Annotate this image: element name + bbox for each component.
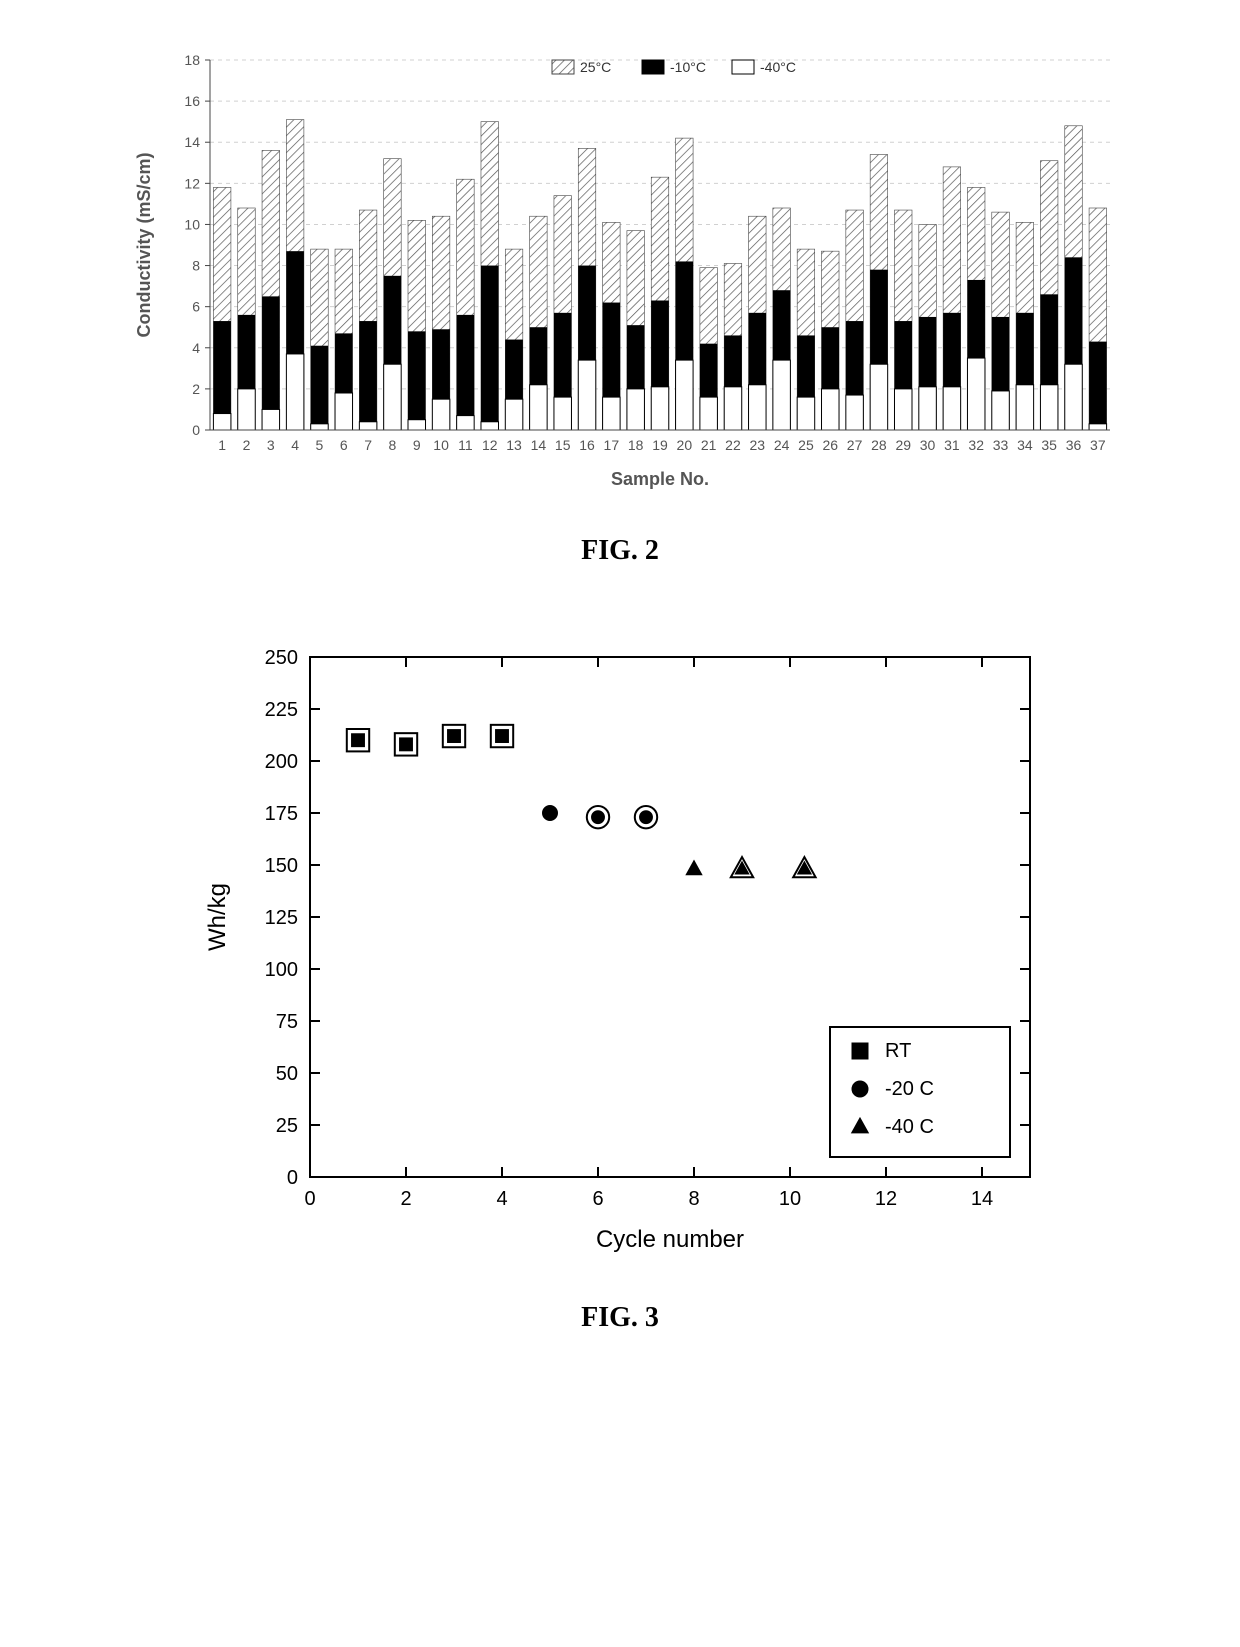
svg-text:7: 7 (364, 437, 372, 453)
svg-text:31: 31 (944, 437, 960, 453)
svg-text:13: 13 (506, 437, 522, 453)
svg-text:0: 0 (287, 1167, 298, 1189)
svg-text:-10°C: -10°C (670, 59, 706, 75)
svg-text:35: 35 (1041, 437, 1057, 453)
fig3-chart: 0 25 50 75 100 125 150 175 200 225 250 0 2 4 6 8 10 12 14 W… (180, 627, 1060, 1272)
svg-text:26: 26 (822, 437, 838, 453)
svg-text:6: 6 (592, 1188, 603, 1210)
svg-text:Sample No.: Sample No. (611, 469, 709, 489)
svg-text:8: 8 (389, 437, 397, 453)
svg-text:50: 50 (276, 1063, 298, 1085)
svg-text:18: 18 (628, 437, 644, 453)
svg-text:Wh/kg: Wh/kg (204, 883, 231, 951)
svg-text:9: 9 (413, 437, 421, 453)
svg-text:-20 C: -20 C (885, 1078, 934, 1100)
svg-text:150: 150 (265, 855, 298, 877)
svg-text:16: 16 (184, 93, 200, 109)
svg-text:4: 4 (496, 1188, 507, 1210)
svg-text:32: 32 (968, 437, 984, 453)
svg-text:19: 19 (652, 437, 668, 453)
svg-text:28: 28 (871, 437, 887, 453)
fig2-svg: 0246810121416181234567891011121314151617… (110, 40, 1130, 500)
svg-text:2: 2 (400, 1188, 411, 1210)
svg-text:-40°C: -40°C (760, 59, 796, 75)
svg-text:2: 2 (243, 437, 251, 453)
svg-text:15: 15 (555, 437, 571, 453)
svg-text:5: 5 (316, 437, 324, 453)
svg-text:21: 21 (701, 437, 717, 453)
fig2-chart: 0246810121416181234567891011121314151617… (110, 40, 1130, 505)
svg-text:-40 C: -40 C (885, 1116, 934, 1138)
svg-text:14: 14 (971, 1188, 993, 1210)
svg-text:10: 10 (184, 216, 200, 232)
figure-2-block: 0246810121416181234567891011121314151617… (20, 40, 1220, 567)
svg-text:29: 29 (895, 437, 911, 453)
fig3-svg: 0 25 50 75 100 125 150 175 200 225 250 0 2 4 6 8 10 12 14 W… (180, 627, 1060, 1267)
svg-text:Cycle number: Cycle number (596, 1226, 744, 1253)
svg-text:6: 6 (192, 299, 200, 315)
svg-text:36: 36 (1066, 437, 1082, 453)
svg-text:27: 27 (847, 437, 863, 453)
svg-text:RT: RT (885, 1040, 911, 1062)
svg-text:20: 20 (677, 437, 693, 453)
svg-text:10: 10 (779, 1188, 801, 1210)
svg-text:12: 12 (482, 437, 498, 453)
svg-text:0: 0 (304, 1188, 315, 1210)
svg-text:2: 2 (192, 381, 200, 397)
svg-text:8: 8 (688, 1188, 699, 1210)
svg-text:22: 22 (725, 437, 741, 453)
svg-text:34: 34 (1017, 437, 1033, 453)
svg-text:33: 33 (993, 437, 1009, 453)
svg-text:18: 18 (184, 52, 200, 68)
svg-text:8: 8 (192, 258, 200, 274)
svg-text:225: 225 (265, 699, 298, 721)
svg-text:17: 17 (604, 437, 620, 453)
svg-text:12: 12 (184, 175, 200, 191)
svg-text:10: 10 (433, 437, 449, 453)
svg-text:0: 0 (192, 422, 200, 438)
svg-text:11: 11 (458, 437, 473, 453)
svg-text:12: 12 (875, 1188, 897, 1210)
svg-text:6: 6 (340, 437, 348, 453)
svg-text:25: 25 (276, 1115, 298, 1137)
svg-text:30: 30 (920, 437, 936, 453)
fig3-caption: FIG. 3 (20, 1302, 1220, 1334)
svg-text:3: 3 (267, 437, 275, 453)
svg-text:4: 4 (291, 437, 299, 453)
svg-text:37: 37 (1090, 437, 1106, 453)
svg-text:4: 4 (192, 340, 200, 356)
svg-text:14: 14 (184, 134, 200, 150)
svg-text:25: 25 (798, 437, 814, 453)
svg-text:14: 14 (531, 437, 547, 453)
svg-text:200: 200 (265, 751, 298, 773)
svg-text:16: 16 (579, 437, 595, 453)
svg-text:25°C: 25°C (580, 59, 611, 75)
svg-text:23: 23 (750, 437, 766, 453)
svg-text:125: 125 (265, 907, 298, 929)
svg-text:75: 75 (276, 1011, 298, 1033)
fig2-caption: FIG. 2 (20, 535, 1220, 567)
svg-text:250: 250 (265, 647, 298, 669)
svg-text:100: 100 (265, 959, 298, 981)
figure-3-block: 0 25 50 75 100 125 150 175 200 225 250 0 2 4 6 8 10 12 14 W… (20, 627, 1220, 1334)
svg-text:Conductivity (mS/cm): Conductivity (mS/cm) (134, 152, 154, 337)
svg-text:175: 175 (265, 803, 298, 825)
svg-text:1: 1 (218, 437, 226, 453)
svg-text:24: 24 (774, 437, 790, 453)
